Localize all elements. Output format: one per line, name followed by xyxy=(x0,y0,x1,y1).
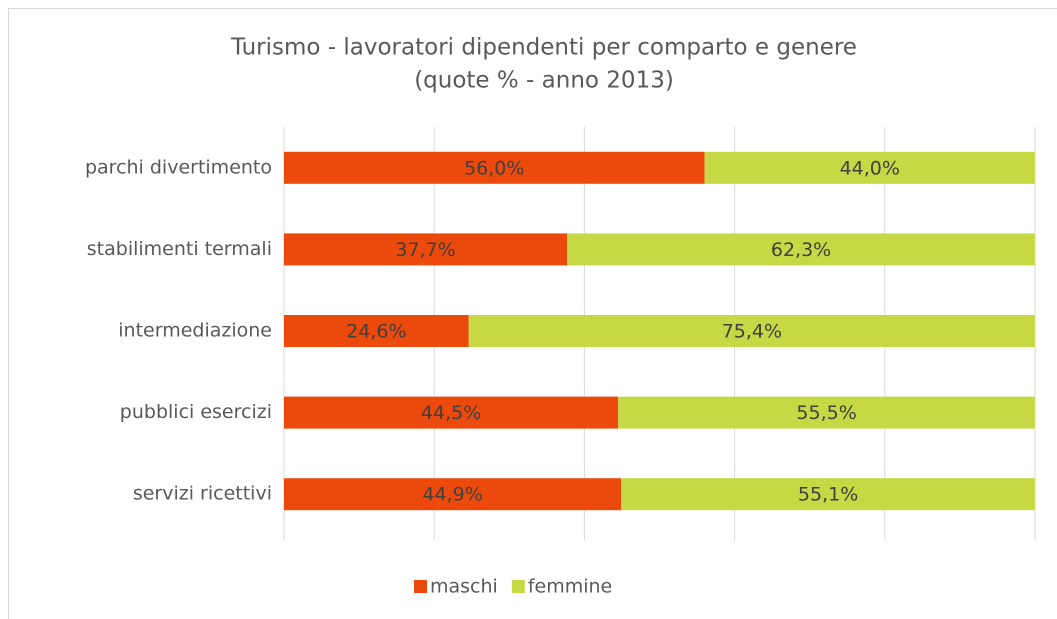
bar-segment xyxy=(621,478,1035,511)
chart-title: Turismo - lavoratori dipendenti per comp… xyxy=(230,35,857,61)
y-tick-label: stabilimenti termali xyxy=(87,238,272,260)
data-label: 44,9% xyxy=(422,484,482,506)
data-label: 44,5% xyxy=(421,402,481,424)
legend-label: femmine xyxy=(528,576,612,598)
data-label: 75,4% xyxy=(722,321,782,343)
chart-frame xyxy=(8,8,1057,619)
bar-segment xyxy=(284,151,705,184)
bar-segment xyxy=(704,151,1035,184)
chart-subtitle: (quote % - anno 2013) xyxy=(414,68,674,94)
bar-segment xyxy=(284,478,622,511)
data-label: 55,5% xyxy=(796,402,856,424)
y-tick-label: intermediazione xyxy=(118,320,272,342)
bar-segment xyxy=(284,315,469,347)
data-label: 37,7% xyxy=(395,239,455,261)
bar-segment xyxy=(284,233,568,266)
bar-segment xyxy=(618,396,1035,429)
data-label: 44,0% xyxy=(840,157,900,179)
bar-segment xyxy=(284,396,619,429)
data-label: 24,6% xyxy=(346,321,406,343)
legend-label: maschi xyxy=(430,576,498,598)
data-label: 56,0% xyxy=(464,157,524,179)
bar-segment xyxy=(567,233,1035,266)
y-tick-label: servizi ricettivi xyxy=(133,483,272,505)
y-tick-label: parchi divertimento xyxy=(85,156,272,178)
legend-swatch xyxy=(414,580,427,593)
data-label: 55,1% xyxy=(798,484,858,506)
data-label: 62,3% xyxy=(771,239,831,261)
y-tick-label: pubblici esercizi xyxy=(120,401,272,423)
bar-segment xyxy=(468,315,1036,347)
legend-swatch xyxy=(511,580,525,593)
